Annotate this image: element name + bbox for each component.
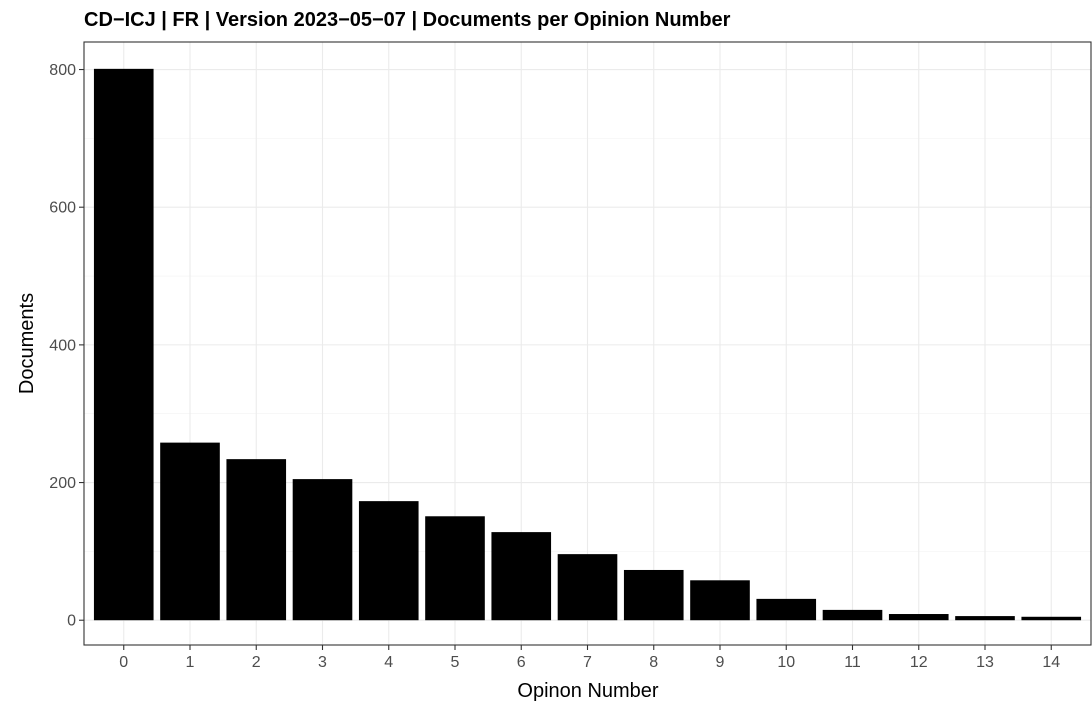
x-tick-label: 5	[451, 654, 460, 671]
bar	[1021, 616, 1082, 621]
x-tick-label: 0	[119, 654, 128, 671]
chart-title: CD−ICJ | FR | Version 2023−05−07 | Docum…	[84, 9, 731, 31]
y-tick-label: 800	[49, 62, 76, 79]
x-tick-label: 13	[976, 654, 994, 671]
x-tick-label: 3	[318, 654, 327, 671]
y-tick-label: 600	[49, 200, 76, 217]
bar	[955, 616, 1015, 621]
bar	[888, 614, 949, 621]
x-axis: 0 1 2 3 4 5 6 7 8 9 10 11 12 13 14	[119, 645, 1060, 671]
bars	[93, 68, 1082, 621]
bar	[292, 479, 353, 621]
x-tick-label: 6	[517, 654, 526, 671]
x-tick-label: 14	[1042, 654, 1060, 671]
x-tick-label: 8	[649, 654, 658, 671]
bar	[690, 580, 750, 621]
x-tick-label: 11	[844, 654, 861, 671]
bar	[358, 501, 419, 621]
x-tick-label: 9	[716, 654, 725, 671]
bar	[491, 532, 552, 621]
y-axis-title: Documents	[16, 293, 38, 394]
x-tick-label: 2	[252, 654, 261, 671]
y-axis: 0 200 400 600 800	[49, 62, 84, 630]
x-tick-label: 12	[910, 654, 928, 671]
bar	[425, 516, 485, 621]
x-tick-label: 1	[186, 654, 195, 671]
y-tick-label: 0	[67, 613, 76, 630]
bar	[93, 68, 154, 621]
y-tick-label: 200	[49, 475, 76, 492]
bar	[756, 598, 817, 621]
bar	[226, 459, 287, 621]
x-axis-title: Opinon Number	[517, 680, 659, 702]
bar	[160, 442, 220, 621]
x-tick-label: 4	[384, 654, 393, 671]
x-tick-label: 7	[583, 654, 592, 671]
y-tick-label: 400	[49, 337, 76, 354]
bar	[623, 569, 684, 621]
x-tick-label: 10	[777, 654, 795, 671]
bar	[822, 609, 883, 621]
bar	[557, 554, 618, 621]
